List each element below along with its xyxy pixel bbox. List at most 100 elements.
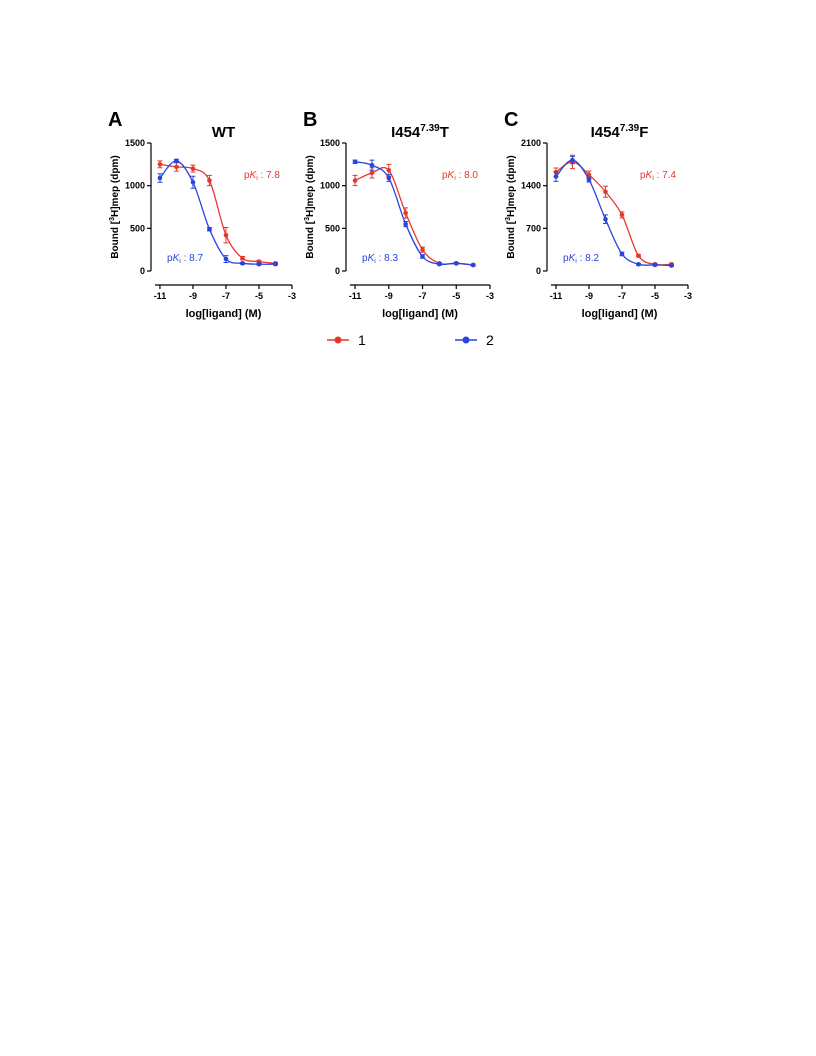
text-part: p xyxy=(442,170,448,181)
data-point xyxy=(420,254,425,259)
text-part: 3 xyxy=(505,217,512,221)
legend-label: 1 xyxy=(358,332,366,348)
chart-title: I4547.39F xyxy=(591,123,649,141)
text-part: i xyxy=(374,258,376,265)
data-point xyxy=(619,251,625,257)
data-point xyxy=(453,261,459,266)
x-axis-label: log[ligand] (M) xyxy=(186,308,262,320)
annotation: pKi : 8.0 xyxy=(442,170,478,182)
text-part: p xyxy=(362,253,368,264)
data-point xyxy=(386,168,392,173)
data-point xyxy=(273,261,278,267)
data-point xyxy=(223,256,229,262)
data-point xyxy=(570,157,575,163)
text-part: H]mep (dpm) xyxy=(110,155,121,217)
data-point xyxy=(553,174,559,179)
panel-letter: B xyxy=(303,109,317,131)
y-tick-label: 1500 xyxy=(125,138,145,148)
data-point xyxy=(256,261,262,267)
text-part: p xyxy=(563,253,569,264)
data-point xyxy=(586,172,592,177)
y-tick-label: 1500 xyxy=(320,138,340,148)
y-tick-label: 1000 xyxy=(320,181,340,191)
text-part: K xyxy=(646,170,654,181)
text-part: p xyxy=(244,170,250,181)
text-part: 3 xyxy=(304,217,311,221)
x-tick-label: -11 xyxy=(550,291,563,301)
text-part: K xyxy=(173,253,181,264)
y-tick-label: 500 xyxy=(325,223,340,233)
data-point xyxy=(669,263,674,268)
text-part: p xyxy=(167,253,173,264)
chart-title: WT xyxy=(212,124,235,141)
x-tick-label: -5 xyxy=(452,291,460,301)
y-tick-label: 500 xyxy=(130,223,145,233)
data-point xyxy=(190,166,196,171)
legend-marker xyxy=(462,336,470,344)
data-point xyxy=(603,216,608,222)
legend-label: 2 xyxy=(486,332,494,348)
text-part: : 8.3 xyxy=(376,253,399,264)
text-part: i xyxy=(256,175,258,182)
data-point xyxy=(403,221,408,227)
y-tick-label: 2100 xyxy=(521,138,541,148)
text-part: p xyxy=(640,170,646,181)
annotation: pKi : 8.2 xyxy=(563,253,599,265)
x-tick-label: -5 xyxy=(651,291,659,301)
annotation: pKi : 7.8 xyxy=(244,170,280,182)
data-point xyxy=(586,177,592,182)
chart-title: I4547.39T xyxy=(391,123,449,141)
text-part: K xyxy=(250,170,258,181)
data-point xyxy=(437,261,442,267)
x-tick-label: -5 xyxy=(255,291,263,301)
y-tick-label: 0 xyxy=(335,266,340,276)
legend-marker xyxy=(334,336,342,344)
x-tick-label: -3 xyxy=(288,291,296,301)
data-point xyxy=(207,178,212,183)
x-axis-label: log[ligand] (M) xyxy=(382,308,458,320)
x-tick-label: -9 xyxy=(585,291,593,301)
x-tick-label: -9 xyxy=(189,291,197,301)
text-part: i xyxy=(652,175,654,182)
text-part: : 8.7 xyxy=(181,253,204,264)
x-tick-label: -7 xyxy=(618,291,626,301)
data-point xyxy=(157,175,163,181)
text-part: : 7.4 xyxy=(654,170,677,181)
data-point xyxy=(369,170,375,176)
data-point xyxy=(603,189,608,195)
y-tick-label: 700 xyxy=(526,223,541,233)
text-part: K xyxy=(448,170,456,181)
text-part: 7.39 xyxy=(620,123,640,134)
y-axis-label: Bound [3H]mep (dpm) xyxy=(109,155,121,258)
fit-curve xyxy=(354,166,474,266)
y-axis-label: Bound [3H]mep (dpm) xyxy=(304,155,316,258)
data-point xyxy=(157,162,163,167)
text-part: 3 xyxy=(109,217,116,221)
annotation: pKi : 7.4 xyxy=(640,170,676,182)
data-point xyxy=(207,226,212,232)
data-point xyxy=(223,232,229,238)
x-tick-label: -7 xyxy=(419,291,427,301)
x-axis-label: log[ligand] (M) xyxy=(582,308,658,320)
data-point xyxy=(174,158,179,164)
text-part: Bound [ xyxy=(506,220,517,258)
text-part: Bound [ xyxy=(305,220,316,258)
text-part: F xyxy=(639,124,648,141)
data-point xyxy=(369,162,375,168)
panel-letter: A xyxy=(108,109,122,131)
data-point xyxy=(420,247,425,252)
data-point xyxy=(352,159,358,165)
data-point xyxy=(652,262,658,268)
annotation: pKi : 8.3 xyxy=(362,253,398,265)
data-point xyxy=(636,261,641,267)
text-part: T xyxy=(440,124,449,141)
data-point xyxy=(352,178,358,183)
data-point xyxy=(386,175,392,181)
data-point xyxy=(240,255,245,261)
y-axis-label: Bound [3H]mep (dpm) xyxy=(505,155,517,258)
text-part: H]mep (dpm) xyxy=(506,155,517,217)
x-tick-label: -3 xyxy=(486,291,494,301)
y-tick-label: 1000 xyxy=(125,181,145,191)
